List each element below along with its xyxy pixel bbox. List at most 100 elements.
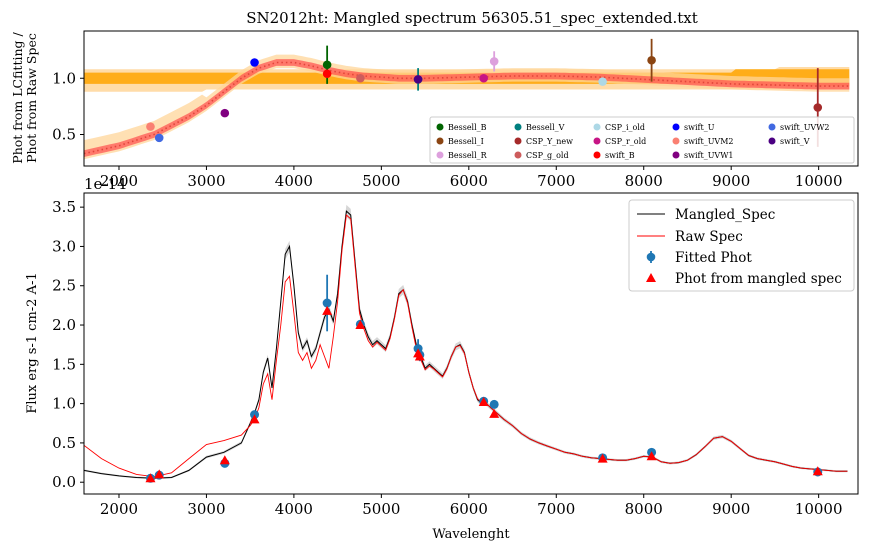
mangled-phot-point bbox=[646, 451, 657, 461]
bottom-ytick-label: 0.0 bbox=[52, 473, 76, 491]
top-xtick-label: 9000 bbox=[712, 172, 750, 190]
top-point-CSP_i_old bbox=[598, 77, 607, 86]
top-xtick-label: 3000 bbox=[187, 172, 225, 190]
top-legend-label-Bessell_B: Bessell_B bbox=[448, 123, 487, 132]
bottom-xtick-label: 2000 bbox=[100, 500, 138, 518]
legend-marker-fitted-phot bbox=[646, 252, 656, 262]
bottom-plot-area bbox=[84, 204, 848, 483]
mangled-phot-point bbox=[322, 305, 333, 315]
figure-title: SN2012ht: Mangled spectrum 56305.51_spec… bbox=[246, 9, 698, 27]
mangled-phot-point bbox=[154, 469, 165, 479]
top-legend-label-swift_UVM2: swift_UVM2 bbox=[684, 137, 734, 146]
bottom-ytick-label: 0.5 bbox=[52, 434, 76, 452]
bottom-panel: 2000 3000 4000 5000 6000 7000 8000 9000 10000 0.0… bbox=[25, 192, 859, 542]
mangled-phot-point bbox=[812, 466, 823, 476]
bottom-xtick-label: 7000 bbox=[537, 500, 575, 518]
top-point-swift_UVW1 bbox=[220, 108, 230, 118]
fitted-phot-point bbox=[322, 298, 332, 308]
top-ylabel-line2: Phot from Raw Spec bbox=[24, 33, 39, 163]
top-legend-marker-swift_UVW1 bbox=[672, 151, 680, 159]
top-legend-label-swift_UVW1: swift_UVW1 bbox=[684, 151, 734, 160]
top-legend-marker-swift_UVW2 bbox=[768, 123, 776, 131]
top-point-CSP_r_old bbox=[479, 73, 488, 83]
top-legend-marker-Bessell_B bbox=[436, 123, 444, 131]
mangled-phot-point bbox=[145, 473, 156, 483]
top-legend-label-CSP_g_old: CSP_g_old bbox=[526, 151, 569, 160]
top-xtick-label: 4000 bbox=[275, 172, 313, 190]
top-legend-marker-CSP_g_old bbox=[514, 151, 522, 159]
mangled-phot-point bbox=[489, 408, 500, 418]
top-xtick-label: 10000 bbox=[795, 172, 843, 190]
top-ytick-label: 1.0 bbox=[52, 69, 76, 87]
top-legend-marker-Bessell_I bbox=[436, 137, 444, 145]
top-point-Bessell_R bbox=[489, 57, 499, 66]
top-legend-label-CSP_Y_new: CSP_Y_new bbox=[526, 137, 573, 146]
mangled-phot-point bbox=[355, 320, 366, 330]
top-ylabel-line1: Phot from LCfitting / bbox=[10, 32, 25, 164]
top-xtick-label: 5000 bbox=[362, 172, 400, 190]
top-legend-label-Bessell_R: Bessell_R bbox=[448, 151, 488, 160]
ratio-curve-line bbox=[84, 61, 850, 155]
bottom-xtick-label: 6000 bbox=[450, 500, 488, 518]
top-xtick-label: 2000 bbox=[100, 172, 138, 190]
top-legend-marker-Bessell_R bbox=[436, 151, 444, 159]
bottom-ytick-label: 2.5 bbox=[52, 277, 76, 295]
mangled-phot-point bbox=[414, 351, 425, 361]
bottom-frame bbox=[83, 192, 859, 495]
bottom-ytick-label: 1.5 bbox=[52, 355, 76, 373]
top-point-swift_UVM2 bbox=[146, 122, 155, 131]
bottom-ytick-label: 1.0 bbox=[52, 395, 76, 413]
top-legend-marker-swift_U bbox=[672, 123, 680, 131]
top-legend-label-swift_V: swift_V bbox=[780, 137, 810, 146]
top-point-Bessell_B bbox=[322, 60, 332, 70]
top-offset-text: 1e-14 bbox=[84, 175, 127, 193]
top-frame bbox=[83, 30, 859, 167]
legend-marker-mangled-phot bbox=[646, 273, 656, 282]
bottom-legend-label: Fitted Phot bbox=[675, 250, 752, 266]
bottom-xtick-label: 5000 bbox=[362, 500, 400, 518]
top-legend-label-Bessell_V: Bessell_V bbox=[526, 123, 565, 132]
top-legend-label-swift_U: swift_U bbox=[684, 123, 715, 132]
top-point-CSP_Y_new bbox=[813, 103, 823, 112]
mangled-phot-point bbox=[219, 455, 230, 465]
bottom-xtick-label: 3000 bbox=[187, 500, 225, 518]
top-point-swift_V bbox=[413, 75, 423, 84]
bottom-legend-label: Mangled_Spec bbox=[675, 207, 775, 223]
mangled-phot-point bbox=[597, 453, 608, 463]
fitted-phot-point bbox=[489, 399, 499, 409]
top-ytick-label: 0.5 bbox=[52, 126, 76, 144]
top-legend-label-CSP_r_old: CSP_r_old bbox=[605, 137, 646, 146]
top-legend-marker-CSP_r_old bbox=[593, 137, 601, 145]
bottom-ytick-label: 2.0 bbox=[52, 316, 76, 334]
bottom-legend-box bbox=[628, 199, 855, 292]
top-legend-label-swift_B: swift_B bbox=[605, 151, 635, 160]
top-legend-marker-CSP_Y_new bbox=[514, 137, 522, 145]
bottom-xtick-label: 9000 bbox=[712, 500, 750, 518]
top-xtick-label: 6000 bbox=[450, 172, 488, 190]
bottom-ytick-label: 3.0 bbox=[52, 237, 76, 255]
bottom-legend-label: Raw Spec bbox=[675, 229, 743, 245]
bottom-xtick-label: 4000 bbox=[275, 500, 313, 518]
top-legend-marker-swift_V bbox=[768, 137, 776, 145]
curve-red-band bbox=[84, 59, 850, 157]
top-legend-label-swift_UVW2: swift_UVW2 bbox=[780, 123, 830, 132]
top-xtick-label: 7000 bbox=[537, 172, 575, 190]
series-raw-spec bbox=[84, 214, 848, 478]
top-legend-label-Bessell_I: Bessell_I bbox=[448, 137, 484, 146]
top-legend-box bbox=[429, 116, 855, 164]
top-plot-area bbox=[84, 38, 850, 160]
bottom-xtick-label: 10000 bbox=[795, 500, 843, 518]
top-point-swift_U bbox=[250, 58, 259, 67]
top-legend-marker-swift_B bbox=[593, 151, 601, 159]
top-legend-marker-swift_UVM2 bbox=[672, 137, 680, 145]
top-legend-marker-CSP_i_old bbox=[593, 123, 601, 131]
top-point-swift_B bbox=[322, 69, 332, 79]
top-point-CSP_g_old bbox=[356, 73, 365, 83]
top-panel: 2000 3000 4000 5000 6000 7000 8000 9000 10000 0.5… bbox=[10, 30, 859, 193]
bottom-legend-label: Phot from mangled spec bbox=[675, 271, 842, 287]
bottom-xtick-label: 8000 bbox=[625, 500, 663, 518]
mangled-phot-point bbox=[249, 414, 260, 424]
bottom-ylabel: Flux erg s-1 cm-2 A-1 bbox=[25, 272, 40, 413]
top-point-Bessell_I bbox=[647, 55, 656, 65]
